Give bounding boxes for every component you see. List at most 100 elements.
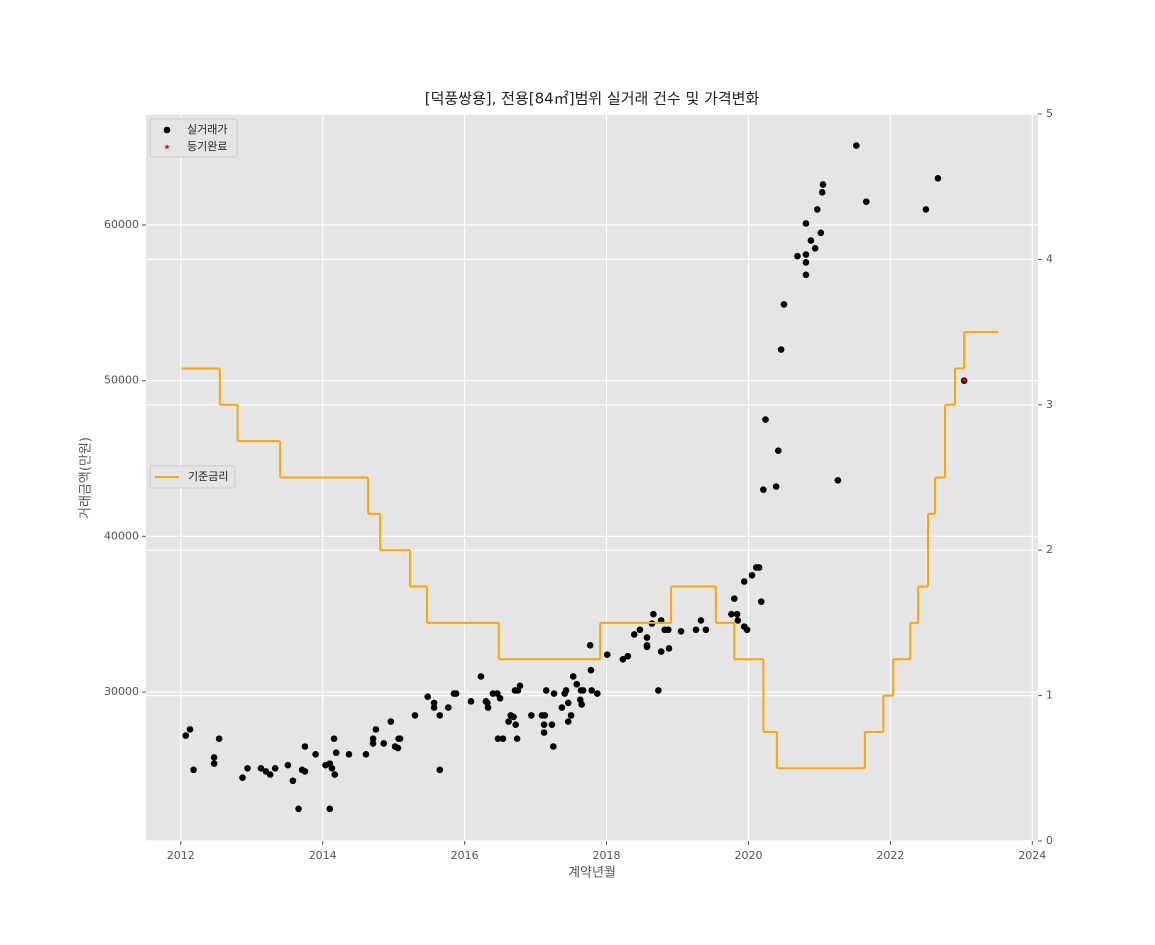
point xyxy=(802,271,810,279)
point xyxy=(467,698,475,705)
point xyxy=(505,718,512,725)
y2-tick-label: 3 xyxy=(1046,398,1053,411)
point xyxy=(862,198,870,205)
point xyxy=(819,181,827,188)
x-tick-label: 2024 xyxy=(1018,849,1046,862)
point xyxy=(730,595,738,602)
point xyxy=(728,610,735,618)
x-axis-label: 계약년월 xyxy=(568,866,616,881)
point xyxy=(284,761,292,769)
y2-tick-label: 0 xyxy=(1046,834,1053,847)
point xyxy=(636,626,644,634)
point xyxy=(271,765,279,772)
point xyxy=(452,690,460,697)
point xyxy=(477,673,485,680)
point xyxy=(772,483,780,490)
point xyxy=(301,768,309,775)
point xyxy=(586,642,594,649)
legend-swatch xyxy=(163,126,171,134)
y2-tick-label: 2 xyxy=(1046,543,1053,556)
point xyxy=(762,416,769,423)
point xyxy=(702,626,710,634)
point xyxy=(362,750,370,758)
point xyxy=(814,206,821,213)
point xyxy=(372,726,380,733)
point xyxy=(567,712,575,719)
point xyxy=(802,251,810,258)
point xyxy=(807,237,815,244)
point xyxy=(540,721,548,729)
legend-box xyxy=(149,465,236,489)
point xyxy=(182,732,190,739)
x-tick-label: 2014 xyxy=(309,849,337,862)
point xyxy=(528,712,535,719)
point xyxy=(430,699,438,707)
point xyxy=(380,740,388,747)
x-tick-label: 2020 xyxy=(734,849,762,862)
x-tick-label: 2018 xyxy=(593,849,621,862)
point xyxy=(817,229,825,237)
point xyxy=(603,651,611,658)
point xyxy=(190,766,197,774)
point xyxy=(239,774,246,781)
y-tick-label: 60000 xyxy=(104,218,139,231)
point xyxy=(811,245,819,252)
point xyxy=(394,744,402,752)
point xyxy=(578,701,586,708)
point xyxy=(550,743,557,750)
point xyxy=(564,718,572,725)
point xyxy=(665,645,673,652)
point xyxy=(424,693,432,700)
point xyxy=(331,771,339,778)
point xyxy=(569,673,577,680)
point xyxy=(774,447,782,455)
point xyxy=(328,765,336,772)
point xyxy=(748,571,756,579)
point xyxy=(579,687,587,694)
point xyxy=(513,735,521,743)
point xyxy=(369,735,377,743)
point xyxy=(445,704,452,711)
point xyxy=(548,721,556,729)
y2-tick-label: 4 xyxy=(1046,252,1053,265)
point xyxy=(411,712,419,719)
point xyxy=(436,712,444,719)
point xyxy=(624,652,632,660)
point xyxy=(550,690,558,697)
point xyxy=(312,750,319,758)
y-tick-label: 50000 xyxy=(104,374,139,387)
point xyxy=(802,220,810,227)
point xyxy=(257,765,265,772)
chart-title: [덕풍쌍용], 전용[84㎡]범위 실거래 건수 및 가격변화 xyxy=(425,90,760,108)
point xyxy=(619,656,627,663)
point xyxy=(743,626,751,634)
point xyxy=(780,301,788,308)
point xyxy=(562,687,570,694)
point xyxy=(244,765,251,772)
point xyxy=(630,631,638,638)
point xyxy=(573,680,581,688)
y2-tick-label: 5 xyxy=(1046,107,1053,120)
x-tick-label: 2022 xyxy=(876,849,904,862)
point xyxy=(677,628,685,635)
point xyxy=(332,749,340,757)
point xyxy=(802,259,810,266)
point xyxy=(430,704,438,711)
point xyxy=(369,740,377,747)
x-tick-label: 2016 xyxy=(451,849,479,862)
point xyxy=(655,687,662,694)
point xyxy=(484,704,492,711)
point xyxy=(210,754,218,761)
point xyxy=(396,735,404,743)
y2-tick-label: 1 xyxy=(1046,689,1053,702)
point xyxy=(295,805,302,813)
point xyxy=(512,721,520,729)
y-tick-label: 40000 xyxy=(104,529,139,542)
point xyxy=(510,713,517,721)
point xyxy=(587,666,595,674)
point xyxy=(834,477,842,484)
legend-label: 등기완료 xyxy=(187,140,227,153)
legend-box xyxy=(149,118,238,158)
